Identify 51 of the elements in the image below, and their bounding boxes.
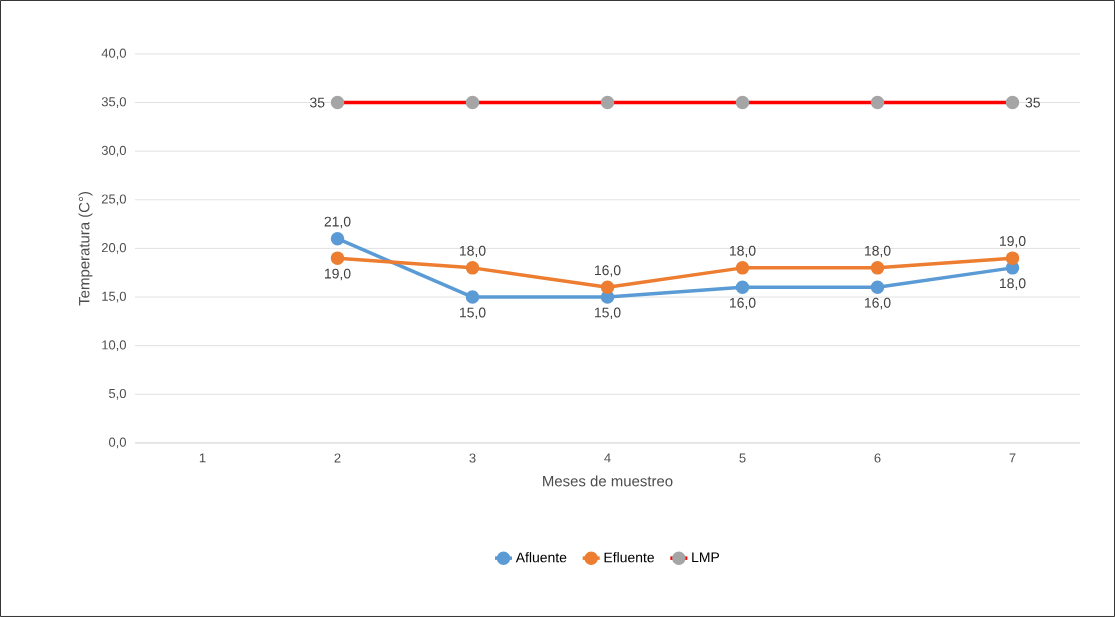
x-axis-title: Meses de muestreo [543,475,673,487]
point [330,231,345,246]
x-tick-label: 4 [604,453,611,463]
data-label: 19,0 [325,268,351,281]
point [735,280,750,295]
point [600,95,615,110]
point [465,261,480,275]
data-label: 16,0 [730,297,756,310]
x-tick-label: 7 [1009,453,1016,463]
data-label: 35 [1025,97,1040,108]
x-tick-label: 2 [334,453,341,463]
y-tick-label: 0,0 [108,437,126,449]
point [330,95,345,110]
data-label: 35 [310,97,325,108]
data-label: 18,0 [730,245,756,258]
point [870,261,885,275]
data-label: 18,0 [1000,278,1026,290]
y-tick-label: 15,0 [102,291,126,303]
y-tick-label: 25,0 [101,194,126,206]
point [465,290,480,304]
data-label: 15,0 [595,307,621,320]
y-axis-title: Temperatura (C°) [78,191,93,306]
point [870,280,885,295]
point [735,95,750,110]
legend-label: Afluente [515,552,567,563]
point [600,280,615,295]
x-tick-label: 3 [469,453,476,463]
y-tick-label: 20,0 [101,243,126,254]
x-tick-label: 1 [199,453,206,463]
y-tick-label: 30,0 [101,145,126,157]
y-tick-label: 40,0 [101,48,126,60]
point [735,261,750,275]
point [330,251,345,265]
data-label: 16,0 [595,265,621,277]
x-tick-label: 6 [874,453,881,463]
data-label: 15,0 [460,307,486,320]
legend-label: LMP [692,552,720,562]
point [1005,251,1020,265]
y-tick-label: 10,0 [102,340,126,352]
data-label: 18,0 [460,245,486,258]
legend-label: Efluente [604,552,654,563]
data-label: 21,0 [324,216,351,229]
data-label: 19,0 [1000,236,1026,248]
data-label: 18,0 [865,245,891,258]
point [870,95,885,110]
y-tick-label: 5,0 [109,388,126,400]
point [465,95,480,110]
data-label: 16,0 [865,297,891,310]
y-tick-label: 35,0 [101,97,126,108]
point [1005,95,1020,110]
x-tick-label: 5 [739,453,746,463]
